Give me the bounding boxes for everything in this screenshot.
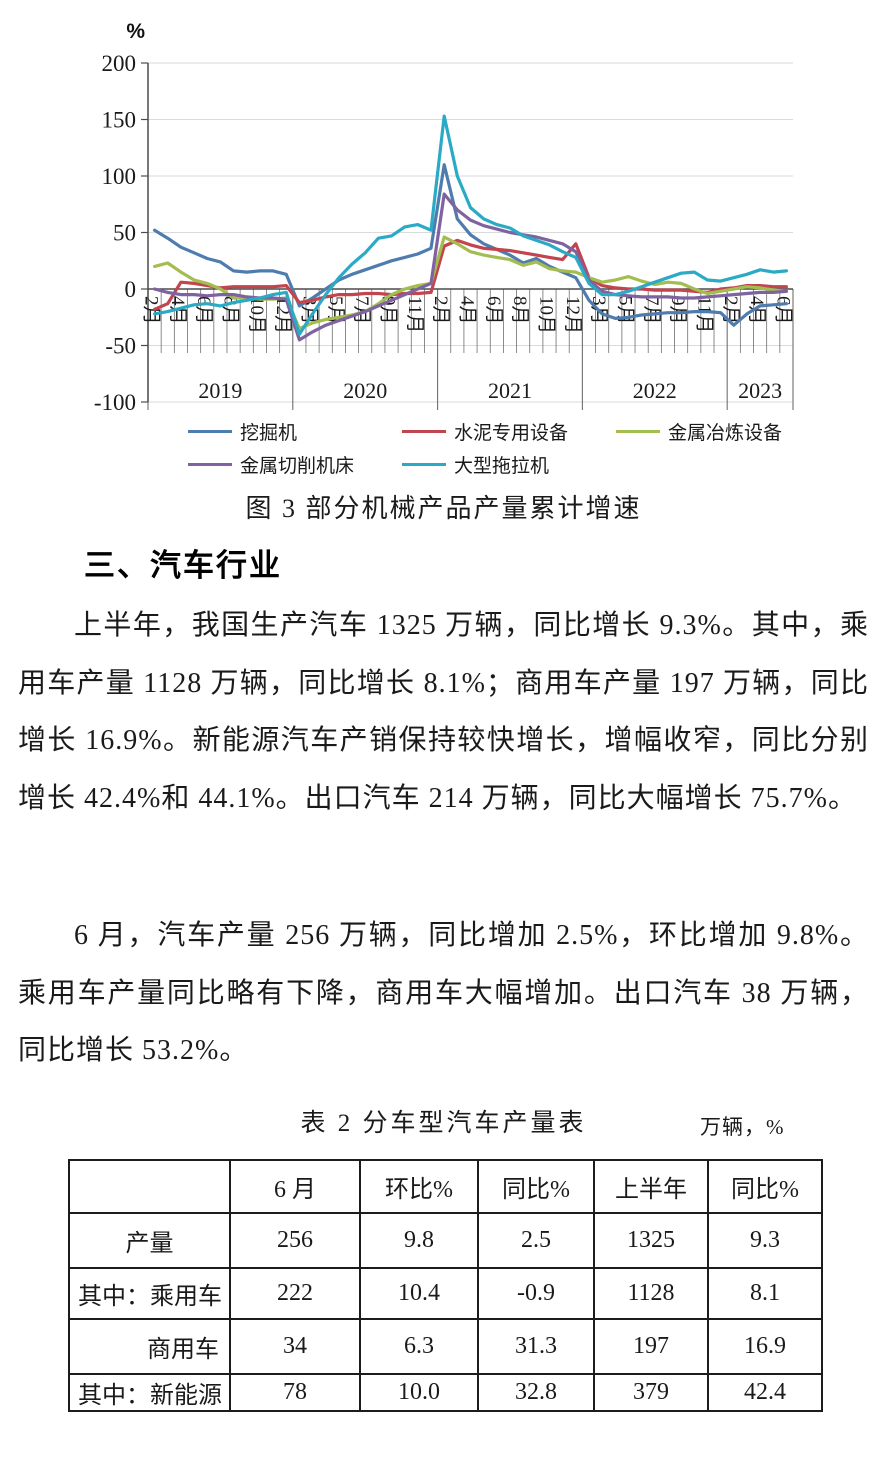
- x-tick-label: 8月: [509, 296, 530, 325]
- x-tick-label: 7月: [641, 296, 662, 325]
- x-tick-label: 9月: [667, 296, 688, 325]
- legend-label: 水泥专用设备: [454, 423, 569, 444]
- table-value-cell: 34: [229, 1318, 361, 1375]
- table-value-cell: 78: [229, 1373, 361, 1412]
- x-tick-label: 5月: [614, 296, 635, 325]
- table-header-cell: 同比%: [477, 1159, 595, 1214]
- table-value-cell: 1325: [593, 1212, 709, 1269]
- table-value-cell: 31.3: [477, 1318, 595, 1375]
- table-value-cell: 9.3: [707, 1212, 823, 1269]
- x-tick-label: 2月: [141, 296, 162, 325]
- row-label-cell: 其中：新能源: [68, 1373, 231, 1412]
- x-tick-label: 7月: [351, 296, 372, 325]
- x-tick-label: 4月: [746, 296, 767, 325]
- metal-cutting-line-icon: [188, 463, 232, 466]
- large-tractor-line-icon: [402, 463, 446, 466]
- chart-legend: 挖掘机 水泥专用设备 金属冶炼设备 金属切削机床 大型拖拉机: [188, 418, 828, 478]
- table-title-row: 表 2 分车型汽车产量表 万辆，%: [0, 1103, 887, 1139]
- table-row: 商用车 34 6.3 31.3 197 16.9: [68, 1318, 823, 1375]
- legend-label: 大型拖拉机: [454, 456, 550, 477]
- metal-smelting-line-icon: [616, 430, 660, 433]
- row-label-cell: 产量: [68, 1212, 231, 1269]
- row-label-cell: 商用车: [68, 1318, 231, 1375]
- table-header-row: 6 月环比% 同比% 上半年 同比%: [68, 1159, 823, 1214]
- year-label: 2021: [488, 378, 532, 403]
- table-unit: 万辆，%: [700, 1115, 785, 1139]
- y-tick-label: 150: [102, 108, 137, 133]
- machinery-output-chart-block: 200 150 100 50 0 -50 -100% 2月 4月 6月 8月 10月 12月 3月 5月 7月…: [0, 0, 887, 535]
- table-value-cell: 8.1: [707, 1267, 823, 1320]
- table-value-cell: 42.4: [707, 1373, 823, 1412]
- table-title: 表 2 分车型汽车产量表: [300, 1110, 587, 1137]
- table-value-cell: 6.3: [359, 1318, 479, 1375]
- legend-label: 金属冶炼设备: [668, 423, 783, 444]
- table-value-cell: 2.5: [477, 1212, 595, 1269]
- x-tick-label: 4月: [457, 296, 478, 325]
- y-tick-label: 0: [125, 277, 137, 302]
- y-tick-label: 100: [102, 164, 137, 189]
- year-label: 2022: [633, 378, 677, 403]
- y-tick-label: -100: [94, 390, 136, 414]
- table-header-cell: 环比%: [359, 1159, 479, 1214]
- x-tick-label: 8月: [220, 296, 241, 325]
- table-value-cell: 197: [593, 1318, 709, 1375]
- table-value-cell: 16.9: [707, 1318, 823, 1375]
- legend-label: 金属切削机床: [240, 456, 355, 477]
- legend-item-excavator: 挖掘机: [188, 418, 402, 445]
- table-row: 其中：新能源 78 10.0 32.8 379 42.4: [68, 1373, 823, 1412]
- series-line-large-tractor: [153, 114, 789, 336]
- legend-label: 挖掘机: [240, 423, 298, 444]
- cement-equipment-line-icon: [402, 430, 446, 433]
- x-tick-label: 12月: [562, 296, 583, 334]
- table-value-cell: 9.8: [359, 1212, 479, 1269]
- x-tick-label: 6月: [483, 296, 504, 325]
- y-tick-label: 50: [113, 221, 136, 246]
- chart-caption: 图 3 部分机械产品产量累计增速: [245, 494, 642, 523]
- x-tick-label: 6月: [193, 296, 214, 325]
- legend-item-metal-cutting: 金属切削机床: [188, 451, 402, 478]
- year-label: 2019: [198, 378, 242, 403]
- table-value-cell: 379: [593, 1373, 709, 1412]
- table-value-cell: 10.0: [359, 1373, 479, 1412]
- legend-item-large-tractor: 大型拖拉机: [402, 451, 616, 478]
- table-header-cell: 6 月: [229, 1159, 361, 1214]
- excavator-line-icon: [188, 430, 232, 433]
- y-axis-unit-label: %: [126, 20, 145, 43]
- table-row: 其中：乘用车 222 10.4 -0.9 1128 8.1: [68, 1267, 823, 1320]
- year-label: 2023: [738, 378, 782, 403]
- row-label-cell: 其中：乘用车: [68, 1267, 231, 1320]
- table-value-cell: 222: [229, 1267, 361, 1320]
- legend-item-metal-smelting: 金属冶炼设备: [616, 418, 828, 445]
- x-tick-label: 6月: [772, 296, 793, 325]
- section-heading: 三、汽车行业: [84, 548, 282, 583]
- table-value-cell: -0.9: [477, 1267, 595, 1320]
- x-tick-label: 10月: [246, 296, 267, 334]
- table-row: 产量 256 9.8 2.5 1325 9.3: [68, 1212, 823, 1269]
- table-value-cell: 1128: [593, 1267, 709, 1320]
- table-corner-cell: [68, 1159, 231, 1214]
- x-tick-label: 10月: [535, 296, 556, 334]
- x-tick-label: 11月: [404, 296, 425, 333]
- legend-item-cement-equipment: 水泥专用设备: [402, 418, 616, 445]
- y-tick-label: 200: [102, 51, 137, 76]
- series-line-excavator: [153, 163, 789, 327]
- paragraph-half-year: 上半年，我国生产汽车 1325 万辆，同比增长 9.3%。其中，乘用车产量 11…: [18, 610, 869, 814]
- table-header-cell: 同比%: [707, 1159, 823, 1214]
- paragraph-june: 6 月，汽车产量 256 万辆，同比增加 2.5%，环比增加 9.8%。乘用车产…: [18, 920, 869, 1066]
- year-label: 2020: [343, 378, 387, 403]
- x-tick-label: 2月: [430, 296, 451, 325]
- table-header-cell: 上半年: [593, 1159, 709, 1214]
- table-value-cell: 10.4: [359, 1267, 479, 1320]
- table-value-cell: 256: [229, 1212, 361, 1269]
- series-line-cement-equipment: [153, 238, 789, 311]
- y-tick-label: -50: [105, 334, 136, 359]
- x-tick-label: 11月: [693, 296, 714, 333]
- vehicle-production-table: 6 月环比% 同比% 上半年 同比% 产量 256 9.8 2.5 1325 9.3 其中：乘用车 2…: [68, 1159, 823, 1412]
- table-value-cell: 32.8: [477, 1373, 595, 1412]
